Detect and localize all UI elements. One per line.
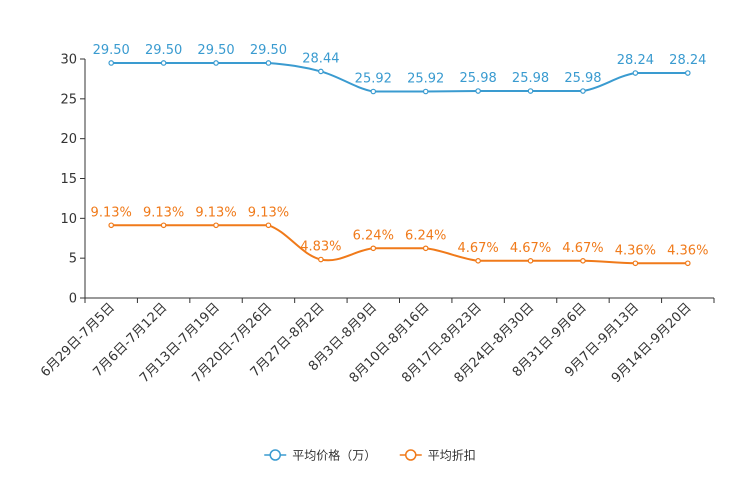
series-1-data-label: 25.98	[564, 71, 601, 86]
series-2-point[interactable]	[370, 245, 377, 252]
series-2-point[interactable]	[160, 222, 167, 229]
series-1-data-label: 29.50	[145, 43, 182, 58]
series-1-point[interactable]	[318, 68, 324, 75]
series-1-point[interactable]	[213, 60, 219, 66]
legend-item-1[interactable]: 平均价格（万）	[264, 448, 376, 463]
series-2-point[interactable]	[213, 222, 219, 229]
series-2-point[interactable]	[422, 245, 429, 252]
series-2-data-label: 4.36%	[667, 243, 708, 258]
series-2-point[interactable]	[580, 257, 586, 264]
y-tick-label: 10	[60, 212, 77, 227]
legend-item-2[interactable]: 平均折扣	[399, 448, 476, 463]
y-tick-label: 20	[60, 132, 77, 147]
series-2-data-label: 4.67%	[457, 241, 498, 256]
series-layer	[108, 60, 691, 267]
series-2-point[interactable]	[318, 256, 324, 263]
series-2-point[interactable]	[632, 260, 639, 267]
series-2-data-label: 9.13%	[91, 205, 132, 220]
series-1-point[interactable]	[160, 60, 167, 66]
series-1-data-label: 29.50	[250, 43, 287, 58]
series-2-data-label: 4.36%	[615, 243, 656, 258]
series-1-data-label: 28.44	[302, 51, 339, 66]
legend-marker-icon	[405, 449, 417, 461]
series-1-line	[111, 61, 688, 93]
series-1-point[interactable]	[108, 60, 115, 66]
series-2	[108, 222, 691, 267]
series-1-data-label: 25.92	[355, 72, 392, 87]
series-1-point[interactable]	[580, 88, 586, 94]
series-2-data-label: 6.24%	[353, 228, 394, 243]
series-2-data-label: 9.13%	[248, 205, 289, 220]
y-tick-label: 5	[69, 252, 77, 267]
y-tick-label: 30	[60, 53, 77, 68]
series-2-data-label: 4.67%	[562, 241, 603, 256]
series-1-data-label: 25.98	[512, 71, 549, 86]
series-1-point[interactable]	[684, 70, 691, 76]
series-1-point[interactable]	[632, 70, 639, 76]
legend[interactable]: 平均价格（万） 平均折扣	[264, 448, 476, 463]
legend-label: 平均价格（万）	[292, 448, 376, 463]
series-1-point[interactable]	[527, 88, 534, 94]
y-tick-label: 25	[60, 92, 77, 107]
series-1-point[interactable]	[422, 88, 429, 95]
series-1-point[interactable]	[370, 88, 377, 95]
series-2-data-label: 4.83%	[300, 240, 341, 255]
y-tick-label: 0	[69, 292, 77, 307]
series-1-data-label: 28.24	[617, 53, 654, 68]
series-1-data-label: 29.50	[93, 43, 130, 58]
series-1	[108, 60, 691, 95]
series-1-point[interactable]	[475, 88, 481, 94]
series-2-point[interactable]	[108, 222, 115, 229]
data-labels: 29.50 29.50 29.50 29.50 28.44 25.92 25.92 25.98…	[91, 43, 709, 258]
series-2-data-label: 6.24%	[405, 228, 446, 243]
series-1-data-label: 25.92	[407, 72, 444, 87]
y-tick-label: 15	[60, 172, 77, 187]
series-2-point[interactable]	[684, 260, 691, 267]
legend-label: 平均折扣	[428, 448, 476, 463]
series-2-data-label: 4.67%	[510, 241, 551, 256]
series-1-data-label: 25.98	[460, 71, 497, 86]
series-1-data-label: 28.24	[669, 53, 706, 68]
series-2-data-label: 9.13%	[195, 205, 236, 220]
series-2-data-label: 9.13%	[143, 205, 184, 220]
legend-marker-icon	[269, 449, 281, 461]
axes: 0510152025306月29日-7月5日7月6日-7月12日7月13日-7月…	[38, 53, 715, 386]
series-1-data-label: 29.50	[197, 43, 234, 58]
series-2-point[interactable]	[475, 257, 481, 264]
series-2-point[interactable]	[265, 222, 272, 229]
series-1-point[interactable]	[265, 60, 272, 66]
series-2-point[interactable]	[527, 257, 534, 264]
series-2-line	[111, 224, 688, 265]
